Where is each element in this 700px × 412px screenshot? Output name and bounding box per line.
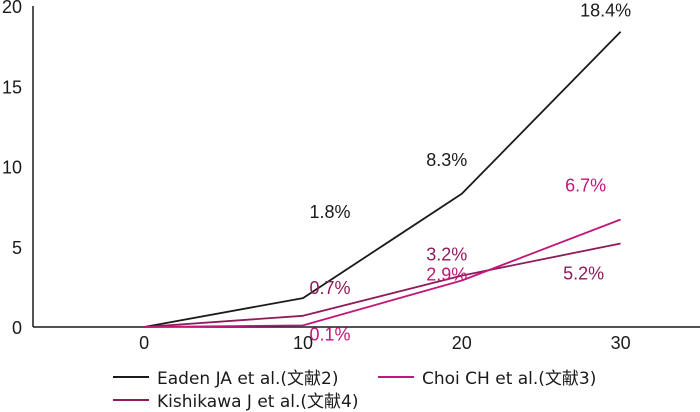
series-line-2 xyxy=(144,242,621,328)
data-label: 5.2% xyxy=(563,264,604,284)
x-tick-label: 30 xyxy=(611,333,631,353)
data-label: 0.7% xyxy=(309,278,350,298)
series-line-1 xyxy=(144,218,621,328)
y-tick-label: 0 xyxy=(12,318,22,338)
y-tick-label: 20 xyxy=(2,0,22,17)
y-tick-labels: 0 5 10 15 20 xyxy=(2,0,22,338)
y-tick-label: 5 xyxy=(12,238,22,258)
y-tick-label: 15 xyxy=(2,77,22,97)
series-line-0 xyxy=(144,31,622,328)
x-tick-label: 10 xyxy=(293,333,313,353)
data-label: 1.8% xyxy=(309,202,350,222)
x-tick-label: 20 xyxy=(452,333,472,353)
data-label: 18.4% xyxy=(580,1,631,21)
data-label: 2.9% xyxy=(426,264,467,284)
data-label: 0.1% xyxy=(309,324,350,344)
data-labels: 1.8% 8.3% 18.4% 0.1% 2.9% 6.7% 0.7% 3.2% 5.2% xyxy=(309,1,631,345)
y-tick-label: 10 xyxy=(2,158,22,178)
data-label: 3.2% xyxy=(426,245,467,265)
x-tick-label: 0 xyxy=(139,333,149,353)
axes xyxy=(32,6,700,328)
series-lines xyxy=(144,31,622,328)
x-tick-labels: 0 10 20 30 xyxy=(139,333,630,353)
data-label: 6.7% xyxy=(565,175,606,195)
data-label: 8.3% xyxy=(426,150,467,170)
